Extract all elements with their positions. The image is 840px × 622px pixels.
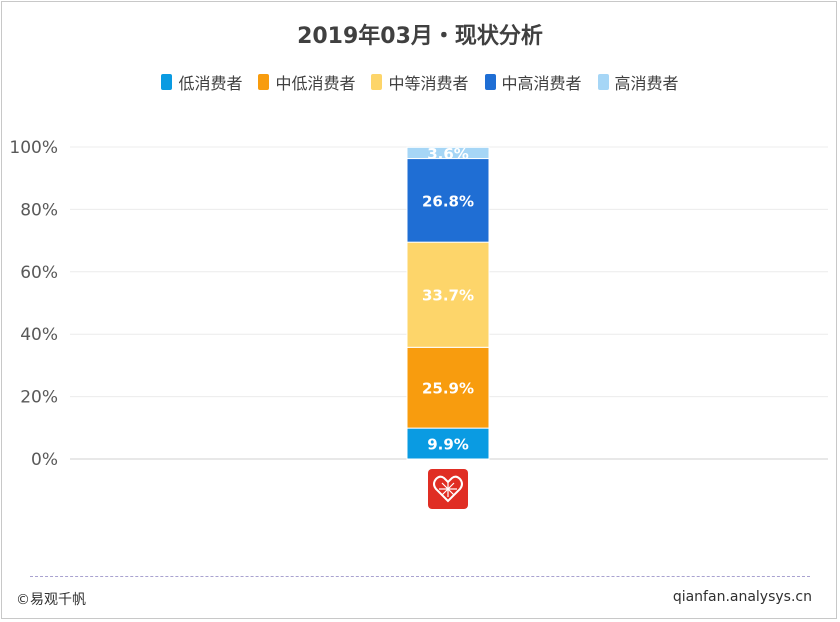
legend-item-4: 中高消费者 — [484, 70, 582, 94]
y-tick-label: 100% — [9, 138, 58, 158]
y-tick-label: 60% — [20, 263, 58, 283]
legend-label: 中高消费者 — [501, 74, 582, 93]
data-label-4: 26.8% — [422, 192, 474, 210]
y-tick-label: 0% — [31, 450, 58, 470]
footer-divider — [30, 576, 810, 577]
y-tick-label: 40% — [20, 325, 58, 345]
legend-label: 中低消费者 — [275, 74, 356, 93]
data-label-1: 9.9% — [427, 436, 469, 454]
legend-item-2: 中低消费者 — [258, 70, 355, 94]
legend-swatch — [597, 74, 609, 90]
legend-swatch — [371, 74, 383, 90]
legend-swatch — [258, 74, 270, 90]
bar-segment-1 — [406, 427, 490, 460]
chart-title: 2019年03月・现状分析 — [297, 24, 543, 49]
data-label-5: 3.6% — [427, 145, 469, 163]
chart-legend: 低消费者 中低消费者 中等消费者 中高消费者 高消费者 — [0, 70, 840, 94]
legend-label: 中等消费者 — [388, 74, 469, 93]
legend-swatch — [161, 74, 173, 90]
data-label-3: 33.7% — [422, 287, 474, 305]
legend-item-3: 中等消费者 — [371, 70, 469, 94]
bar-segment-2 — [406, 346, 490, 429]
red-heart-logo-icon — [428, 469, 468, 509]
y-tick-label: 80% — [20, 200, 58, 220]
legend-swatch — [484, 74, 496, 90]
source-label: ©易观千帆 — [16, 592, 86, 608]
data-label-2: 25.9% — [422, 380, 474, 398]
legend-item-1: 低消费者 — [161, 70, 242, 94]
legend-label: 低消费者 — [178, 74, 243, 93]
bar-segment-3 — [406, 241, 490, 348]
legend-label: 高消费者 — [614, 74, 679, 93]
source-url: qianfan.analysys.cn — [672, 589, 812, 605]
legend-item-5: 高消费者 — [597, 70, 679, 94]
bar-segment-5 — [406, 146, 490, 160]
bar-segment-4 — [406, 158, 490, 243]
y-tick-label: 20% — [20, 388, 58, 408]
